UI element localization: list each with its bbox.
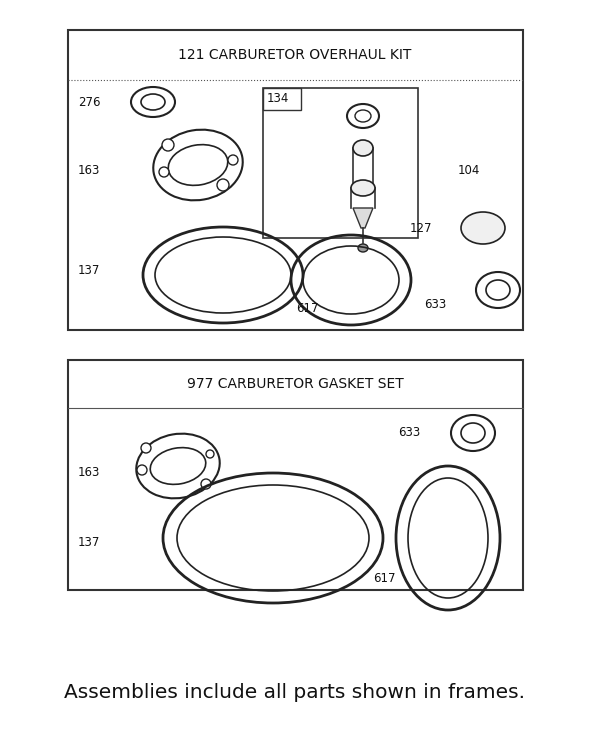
Ellipse shape [201, 479, 211, 489]
Bar [68, 30, 523, 330]
Text: 617: 617 [296, 302, 319, 314]
Text: 127: 127 [410, 221, 432, 235]
Bar [263, 88, 418, 238]
Ellipse shape [353, 140, 373, 156]
Text: 134: 134 [267, 92, 289, 106]
Text: 137: 137 [78, 536, 100, 550]
Ellipse shape [358, 244, 368, 252]
Ellipse shape [228, 155, 238, 165]
Text: 104: 104 [458, 163, 480, 177]
Bar [68, 360, 523, 590]
Ellipse shape [141, 443, 151, 453]
Ellipse shape [206, 450, 214, 458]
Text: Assemblies include all parts shown in frames.: Assemblies include all parts shown in fr… [64, 684, 526, 702]
Ellipse shape [162, 139, 174, 151]
Text: 163: 163 [78, 163, 100, 177]
Text: 137: 137 [78, 264, 100, 276]
Text: 977 CARBURETOR GASKET SET: 977 CARBURETOR GASKET SET [186, 377, 404, 391]
Text: 633: 633 [398, 426, 420, 440]
Text: 276: 276 [78, 96, 100, 108]
Ellipse shape [137, 465, 147, 475]
Ellipse shape [159, 167, 169, 177]
Ellipse shape [217, 179, 229, 191]
Ellipse shape [461, 212, 505, 244]
Text: 121 CARBURETOR OVERHAUL KIT: 121 CARBURETOR OVERHAUL KIT [178, 48, 412, 62]
Text: 633: 633 [424, 299, 446, 311]
Text: 617: 617 [373, 571, 395, 585]
Bar [263, 88, 301, 110]
Ellipse shape [351, 180, 375, 196]
Polygon shape [353, 208, 373, 228]
Text: 163: 163 [78, 467, 100, 479]
